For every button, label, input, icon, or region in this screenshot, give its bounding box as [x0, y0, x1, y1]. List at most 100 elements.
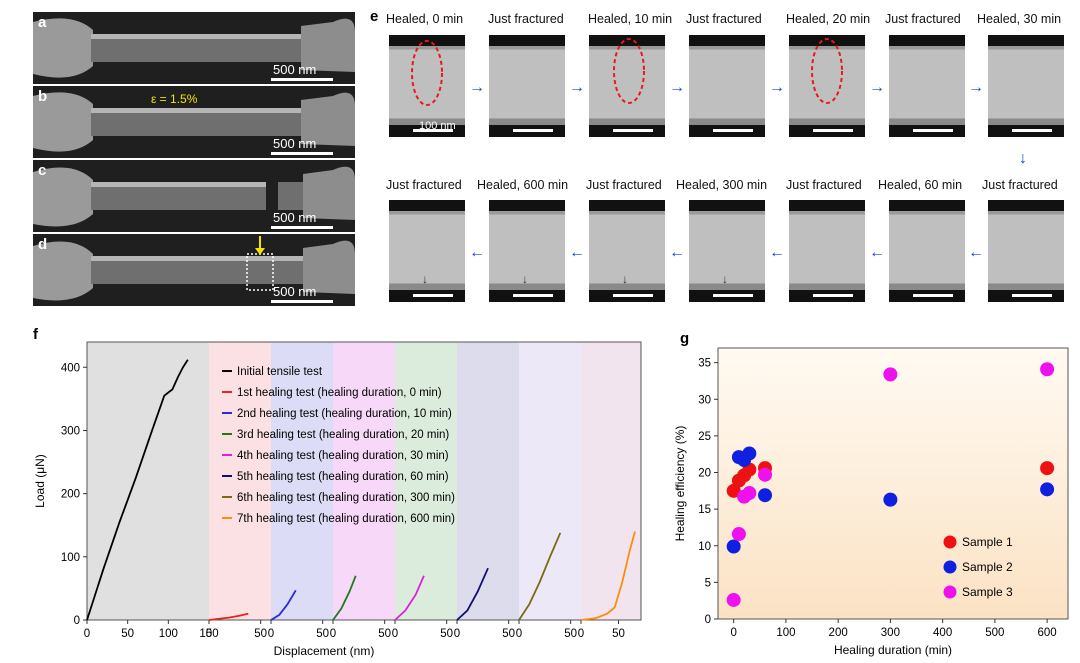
arrow-left-icon: ← [869, 244, 885, 261]
legend-label: Sample 2 [962, 560, 1013, 574]
x-tick-label: 50 [440, 628, 453, 640]
x-tick-label: 0 [730, 627, 736, 639]
tem-caption: Healed, 10 min [588, 12, 673, 26]
arrow-right-icon: → [669, 79, 685, 96]
fracture-arrow-icon: ↓ [722, 272, 728, 286]
y-tick-label: 35 [698, 358, 711, 370]
panel-label-f: f [33, 326, 38, 343]
sem-panel-c: 500 nm [33, 160, 355, 232]
panel-label-a: a [38, 14, 47, 31]
x-tick-label: 0 [330, 628, 336, 640]
series-line [86, 359, 189, 621]
tem-caption: Healed, 30 min [977, 12, 1062, 26]
tem-image [689, 35, 765, 137]
tem-image [889, 35, 965, 137]
fracture-arrow-icon: ↓ [422, 272, 428, 286]
tem-caption: Healed, 20 min [786, 12, 871, 26]
tem-caption: Just fractured [786, 178, 862, 192]
segment-background [581, 342, 641, 620]
scale-bar [271, 226, 333, 229]
arrow-right-icon: → [769, 79, 785, 96]
segment-background [209, 342, 271, 620]
scale-label: 500 nm [273, 136, 317, 151]
x-axis-label: Healing duration (min) [834, 643, 952, 657]
tem-image: ↓ [589, 200, 665, 302]
tem-caption: Healed, 600 min [477, 178, 569, 192]
legend-label: 2nd healing test (healing duration, 10 m… [237, 408, 452, 420]
legend-label: 3rd healing test (healing duration, 20 m… [237, 429, 449, 441]
scale-bar [271, 78, 333, 81]
series-line [518, 532, 562, 621]
tem-caption: Just fractured [982, 178, 1058, 192]
scale-bar [613, 129, 653, 132]
segment-background [333, 342, 395, 620]
tem-caption: Just fractured [386, 178, 462, 192]
segment-background [519, 342, 581, 620]
legend-marker [943, 560, 957, 574]
scale-bar [513, 294, 553, 297]
scale-bar [1012, 294, 1052, 297]
y-tick-label: 200 [61, 489, 80, 501]
sem-image-b [33, 92, 355, 152]
x-tick-label: 0 [206, 628, 212, 640]
y-tick-label: 300 [61, 425, 80, 437]
data-point [742, 486, 757, 501]
tem-image [789, 35, 865, 137]
scale-label: 500 nm [273, 210, 317, 225]
y-tick-label: 25 [698, 431, 711, 443]
legend-label: 4th healing test (healing duration, 30 m… [237, 450, 449, 462]
y-tick-label: 0 [705, 614, 711, 626]
legend-label: 7th healing test (healing duration, 600 … [237, 513, 455, 525]
x-tick-label: 0 [392, 628, 398, 640]
scale-bar [413, 129, 453, 132]
scale-bar [271, 152, 333, 155]
y-tick-label: 0 [74, 615, 80, 627]
series-line [456, 567, 489, 621]
arrow-left-icon: ← [669, 244, 685, 261]
data-point [726, 539, 741, 554]
arrow-right-icon: → [869, 79, 885, 96]
y-tick-label: 5 [705, 577, 711, 589]
y-tick-label: 15 [698, 504, 711, 516]
series-line [394, 575, 425, 621]
legend-marker [943, 535, 957, 549]
x-tick-label: 50 [316, 628, 329, 640]
series-line [580, 531, 636, 621]
data-point [1040, 461, 1055, 476]
tem-image: ↓ [389, 200, 465, 302]
healing-efficiency-chart: 0 5 10 15 20 25 30 35 0 100 200 300 400 500 600 Healing… [673, 347, 1069, 657]
x-tick-label: 100 [776, 627, 795, 639]
data-point [883, 367, 898, 382]
x-tick-label: 0 [578, 628, 584, 640]
legend-label: 6th healing test (healing duration, 300 … [237, 492, 455, 504]
segment-background [87, 342, 209, 620]
data-point [1040, 482, 1055, 497]
x-tick-label: 50 [378, 628, 391, 640]
panel-label-b: b [38, 88, 48, 105]
segment-background [457, 342, 519, 620]
y-axis-label: Healing efficiency (%) [673, 426, 687, 542]
sem-panel-b: ε = 1.5% 500 nm [33, 86, 355, 158]
data-point [1040, 362, 1055, 377]
x-tick-label: 50 [564, 628, 577, 640]
tem-image [889, 200, 965, 302]
scale-bar [271, 300, 333, 303]
panel-label-e: e [370, 8, 379, 25]
tem-image [988, 35, 1064, 137]
tem-caption: Healed, 0 min [386, 12, 464, 26]
y-tick-label: 10 [698, 541, 711, 553]
y-tick-label: 20 [698, 468, 711, 480]
y-tick-label: 30 [698, 394, 711, 406]
segment-background [271, 342, 333, 620]
arrow-left-icon: ← [469, 244, 485, 261]
panel-label-c: c [38, 162, 47, 179]
tem-image [589, 35, 665, 137]
tem-caption: Just fractured [885, 12, 961, 26]
x-tick-label: 600 [1038, 627, 1057, 639]
sem-panel-d: 500 nm [33, 234, 355, 306]
sem-image-d [33, 236, 355, 301]
x-tick-label: 50 [254, 628, 267, 640]
sem-image-a [33, 18, 355, 78]
scale-bar [413, 294, 453, 297]
tem-caption: Healed, 60 min [878, 178, 963, 192]
